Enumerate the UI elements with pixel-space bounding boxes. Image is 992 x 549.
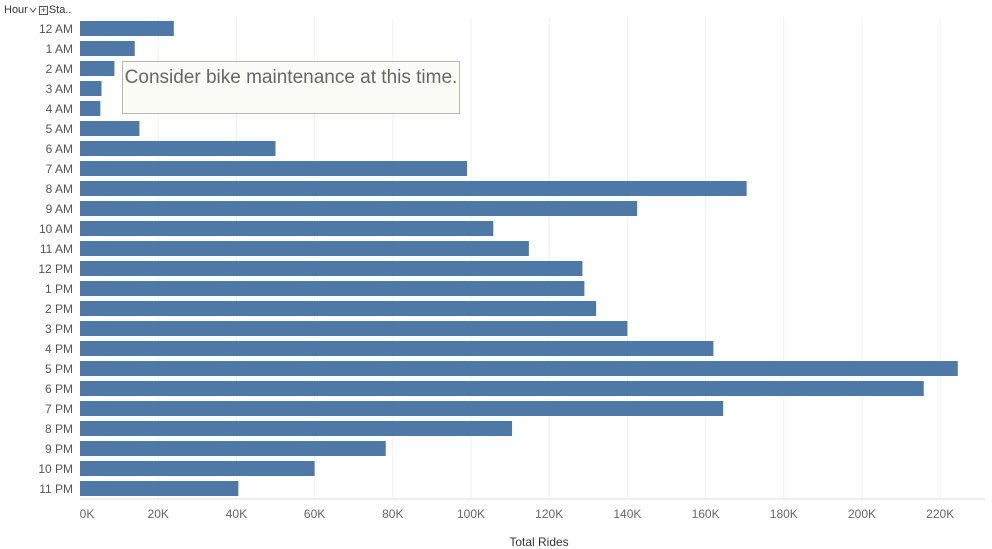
bar[interactable]	[80, 181, 747, 196]
annotation-text: Consider bike maintenance at this time.	[124, 67, 458, 88]
bar[interactable]	[80, 161, 468, 176]
bar[interactable]	[80, 41, 135, 56]
y-tick-label: 10 PM	[38, 462, 73, 476]
y-tick-label: 12 PM	[38, 262, 73, 276]
y-tick-label: 4 PM	[45, 342, 73, 356]
x-tick-label: 0K	[80, 507, 95, 521]
y-tick-label: 1 PM	[45, 282, 73, 296]
x-tick-label: 140K	[613, 507, 641, 521]
bar[interactable]	[80, 441, 386, 456]
y-tick-label: 6 AM	[46, 142, 73, 156]
x-tick-label: 220K	[926, 507, 954, 521]
expand-icon[interactable]: +	[38, 4, 48, 15]
x-tick-label: 80K	[382, 507, 403, 521]
measure-label[interactable]: Sta..	[48, 4, 72, 16]
bar[interactable]	[80, 221, 494, 236]
bar[interactable]	[80, 21, 174, 36]
bar[interactable]	[80, 401, 724, 416]
x-tick-label: 60K	[304, 507, 325, 521]
y-tick-label: 7 AM	[46, 162, 73, 176]
y-tick-label: 5 AM	[46, 122, 73, 136]
y-tick-label: 9 AM	[46, 202, 73, 216]
dimension-label[interactable]: Hour	[4, 4, 28, 16]
y-tick-label: 7 PM	[45, 402, 73, 416]
y-tick-label: 6 PM	[45, 382, 73, 396]
y-tick-label: 1 AM	[46, 42, 73, 56]
bar[interactable]	[80, 241, 529, 256]
bar[interactable]	[80, 481, 239, 496]
x-tick-label: 40K	[226, 507, 247, 521]
column-header: Hour + Sta..	[4, 2, 71, 18]
bar[interactable]	[80, 121, 140, 136]
x-axis-title: Total Rides	[509, 535, 568, 549]
x-tick-label: 160K	[692, 507, 720, 521]
bar[interactable]	[80, 461, 315, 476]
bar[interactable]	[80, 141, 276, 156]
bar[interactable]	[80, 421, 513, 436]
gridlines	[157, 18, 941, 499]
bars	[80, 21, 958, 496]
x-axis-ticks: 0K 20K 40K 60K 80K 100K 120K 140K 160K 180K 200K 22…	[80, 507, 955, 521]
bar[interactable]	[80, 341, 714, 356]
bar[interactable]	[80, 301, 597, 316]
y-tick-label: 5 PM	[45, 362, 73, 376]
y-tick-label: 12 AM	[39, 22, 73, 36]
bar[interactable]	[80, 101, 101, 116]
y-tick-label: 8 PM	[45, 422, 73, 436]
bar[interactable]	[80, 61, 115, 76]
bar[interactable]	[80, 381, 924, 396]
y-tick-label: 3 AM	[46, 82, 73, 96]
bar[interactable]	[80, 321, 628, 336]
annotation-box: Consider bike maintenance at this time.	[122, 61, 460, 114]
x-tick-label: 100K	[457, 507, 485, 521]
y-tick-label: 11 AM	[40, 242, 73, 256]
x-tick-label: 180K	[770, 507, 798, 521]
y-tick-label: 4 AM	[46, 102, 73, 116]
x-tick-label: 120K	[535, 507, 563, 521]
bar[interactable]	[80, 281, 585, 296]
bar[interactable]	[80, 361, 958, 376]
y-tick-label: 10 AM	[39, 222, 73, 236]
y-tick-label: 2 PM	[45, 302, 73, 316]
y-tick-label: 11 PM	[39, 482, 73, 496]
y-tick-label: 2 AM	[46, 62, 73, 76]
bar[interactable]	[80, 201, 638, 216]
x-tick-label: 200K	[848, 507, 876, 521]
y-axis-labels: 12 AM 1 AM 2 AM 3 AM 4 AM 5 AM 6 AM 7 AM 8 AM 9 A…	[38, 22, 73, 496]
y-tick-label: 9 PM	[45, 442, 73, 456]
sort-icon[interactable]	[29, 6, 37, 15]
y-tick-label: 3 PM	[45, 322, 73, 336]
x-tick-label: 20K	[148, 507, 169, 521]
y-tick-label: 8 AM	[46, 182, 73, 196]
bar[interactable]	[80, 261, 583, 276]
bar[interactable]	[80, 81, 102, 96]
